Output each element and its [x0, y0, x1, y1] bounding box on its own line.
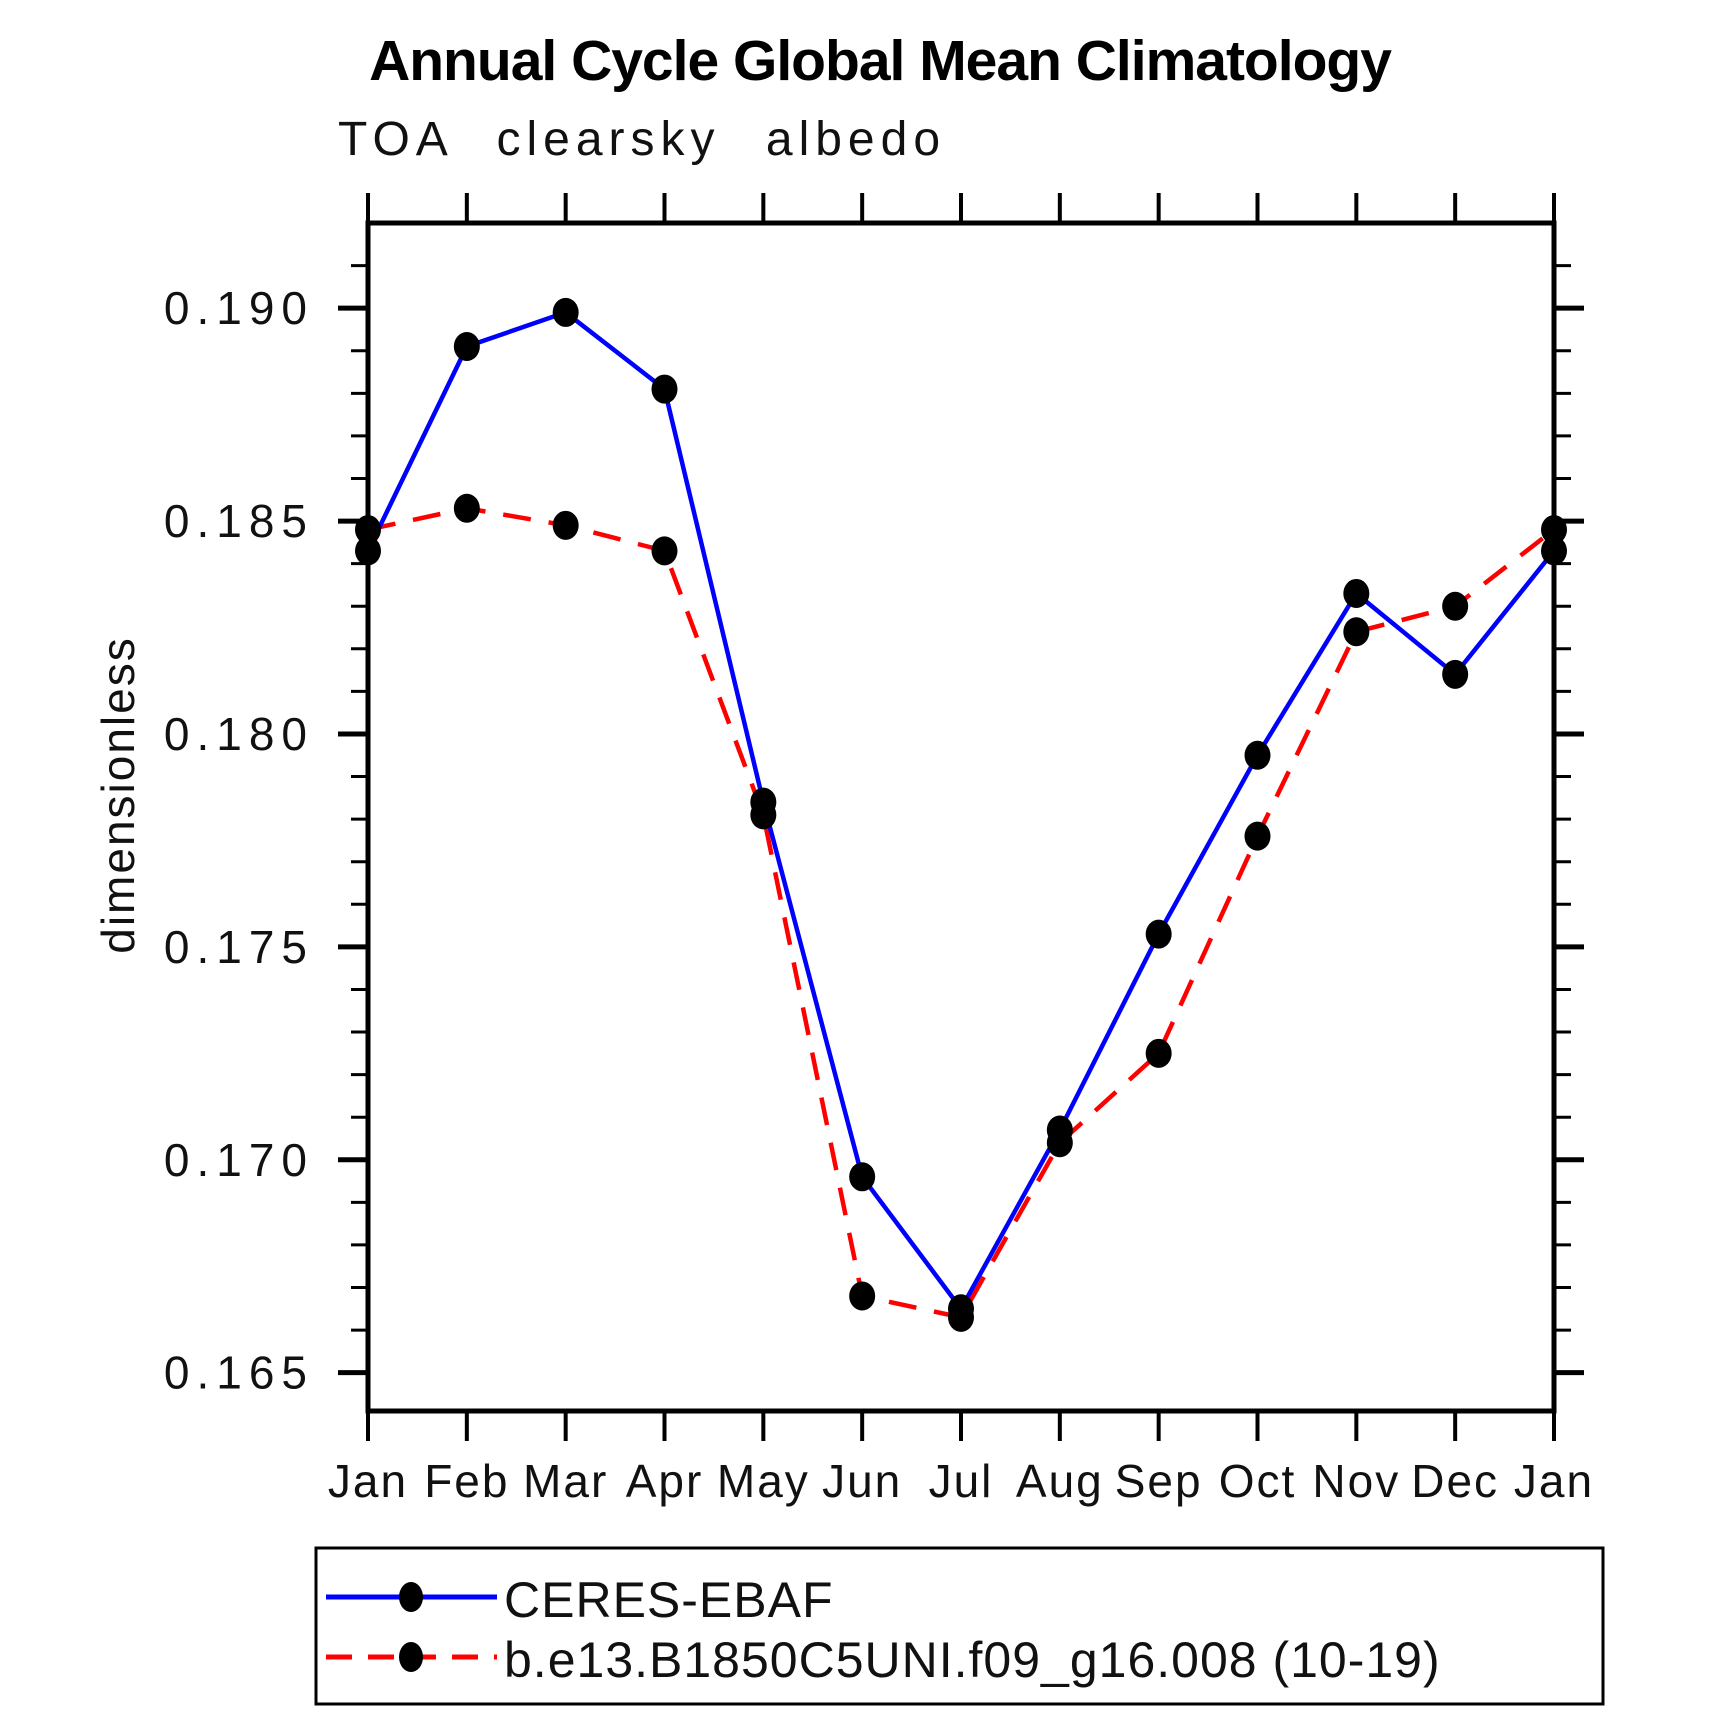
data-point-marker: [1046, 1128, 1073, 1158]
y-tick-label: 0.175: [164, 921, 314, 973]
x-tick-label: Jul: [929, 1455, 994, 1507]
legend-marker-sample: [399, 1582, 423, 1612]
data-point-marker: [948, 1302, 974, 1332]
data-point-marker: [1343, 617, 1370, 647]
data-point-marker: [1145, 919, 1172, 949]
legend-box: [314, 1546, 1605, 1706]
x-tick-label: May: [717, 1455, 810, 1507]
data-point-marker: [651, 374, 678, 404]
data-point-marker: [849, 1162, 876, 1192]
x-tick-label: Dec: [1411, 1455, 1499, 1507]
data-point-marker: [1244, 740, 1271, 770]
x-tick-label: Mar: [523, 1455, 608, 1507]
x-tick-label: Jun: [822, 1455, 902, 1507]
x-tick-label: Nov: [1312, 1455, 1400, 1507]
data-point-marker: [1541, 536, 1567, 566]
x-tick-label: Aug: [1016, 1455, 1104, 1507]
legend-label-ceres-ebaf: CERES-EBAF: [504, 1572, 834, 1628]
data-point-marker: [651, 536, 678, 566]
x-tick-label: Sep: [1115, 1455, 1203, 1507]
data-point-marker: [1244, 821, 1271, 851]
data-point-marker: [1541, 515, 1567, 545]
data-point-marker: [552, 510, 579, 540]
chart-title: Annual Cycle Global Mean Climatology: [369, 29, 1392, 93]
data-point-marker: [1343, 578, 1370, 608]
data-point-marker: [1442, 591, 1469, 621]
y-tick-label: 0.180: [164, 708, 314, 760]
x-tick-label: Feb: [424, 1455, 509, 1507]
chart-subtitle: TOA clearsky albedo: [338, 113, 947, 166]
x-tick-label: Oct: [1219, 1455, 1297, 1507]
y-tick-label: 0.170: [164, 1134, 314, 1186]
data-point-marker: [1442, 659, 1469, 689]
y-tick-label: 0.165: [164, 1347, 314, 1399]
series-line-model: [367, 505, 1556, 1320]
x-tick-label: Jan: [1514, 1455, 1594, 1507]
data-point-marker: [849, 1281, 876, 1311]
legend-marker-sample: [399, 1642, 423, 1672]
data-point-marker: [552, 297, 579, 327]
series-line-ceres-ebaf: [365, 309, 1556, 1313]
y-tick-label: 0.190: [164, 282, 314, 334]
data-point-marker: [453, 331, 480, 361]
data-point-marker: [750, 800, 777, 830]
data-point-marker: [355, 536, 381, 566]
plot-border: [365, 220, 1557, 1414]
data-point-marker: [1145, 1038, 1172, 1068]
y-tick-label: 0.185: [164, 495, 314, 547]
x-tick-label: Jan: [328, 1455, 408, 1507]
data-point-marker: [453, 493, 480, 523]
data-point-marker: [355, 515, 381, 545]
x-tick-label: Apr: [626, 1455, 704, 1507]
legend-label-model-run: b.e13.B1850C5UNI.f09_g16.008 (10-19): [504, 1632, 1441, 1688]
